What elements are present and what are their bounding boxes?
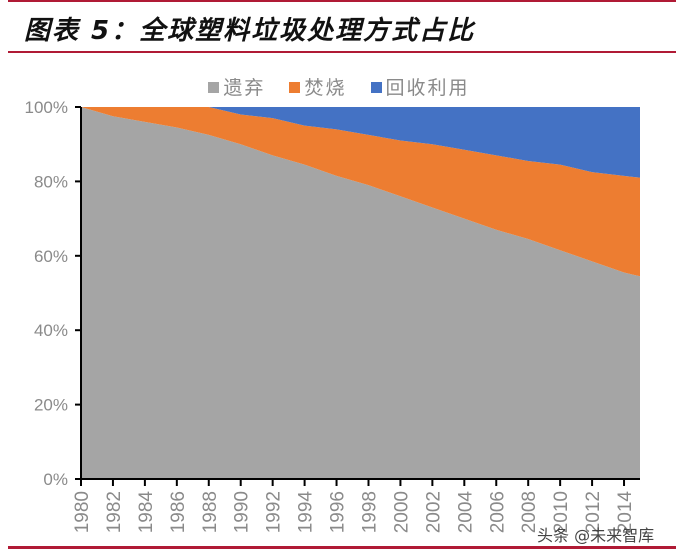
- x-tick-label: 1992: [264, 491, 285, 533]
- legend-item-discard: 遗弃: [208, 73, 265, 100]
- x-tick-label: 1990: [232, 491, 253, 533]
- legend-label: 遗弃: [223, 77, 266, 99]
- y-tick-label: 80%: [34, 172, 68, 191]
- y-tick-label: 0%: [43, 470, 68, 489]
- x-tick-label: 2008: [519, 491, 540, 533]
- x-tick-label: 2012: [583, 491, 604, 533]
- x-tick-label: 1994: [296, 491, 317, 534]
- x-tick-label: 1998: [359, 491, 380, 533]
- area-series-0: [81, 107, 640, 479]
- area-series-2: [81, 107, 640, 178]
- x-tick-label: 2002: [423, 491, 444, 533]
- legend-swatch: [370, 82, 382, 93]
- x-tick-label: 1986: [168, 491, 189, 533]
- legend: 遗弃 焚烧 回收利用: [0, 73, 678, 100]
- y-tick-label: 40%: [34, 321, 68, 340]
- x-tick-label: 1988: [200, 491, 221, 533]
- area-series-1: [81, 107, 640, 277]
- x-tick-label: 1982: [104, 491, 125, 533]
- x-tick-label: 2014: [615, 491, 636, 534]
- x-tick-label: 1984: [136, 491, 157, 534]
- x-tick-label: 1996: [328, 491, 349, 533]
- legend-swatch: [289, 82, 301, 93]
- legend-swatch: [208, 82, 220, 93]
- legend-item-incineration: 焚烧: [289, 73, 346, 100]
- x-tick-label: 2004: [455, 491, 476, 534]
- legend-label: 回收利用: [385, 77, 470, 99]
- watermark: 头条 @未来智库: [537, 526, 655, 545]
- y-tick-label: 100%: [25, 98, 68, 117]
- x-tick-label: 2000: [391, 491, 412, 533]
- x-tick-label: 2006: [487, 491, 508, 533]
- y-tick-label: 20%: [34, 396, 68, 415]
- top-rule: [8, 0, 676, 2]
- legend-item-recycling: 回收利用: [370, 73, 470, 100]
- title-rule: [8, 51, 676, 53]
- legend-label: 焚烧: [304, 77, 347, 99]
- bottom-rule: [8, 546, 676, 549]
- x-tick-label: 1980: [72, 491, 93, 533]
- y-tick-label: 60%: [34, 247, 68, 266]
- chart-title: 图表 5：全球塑料垃圾处理方式占比: [24, 16, 476, 46]
- x-tick-label: 2010: [551, 491, 572, 533]
